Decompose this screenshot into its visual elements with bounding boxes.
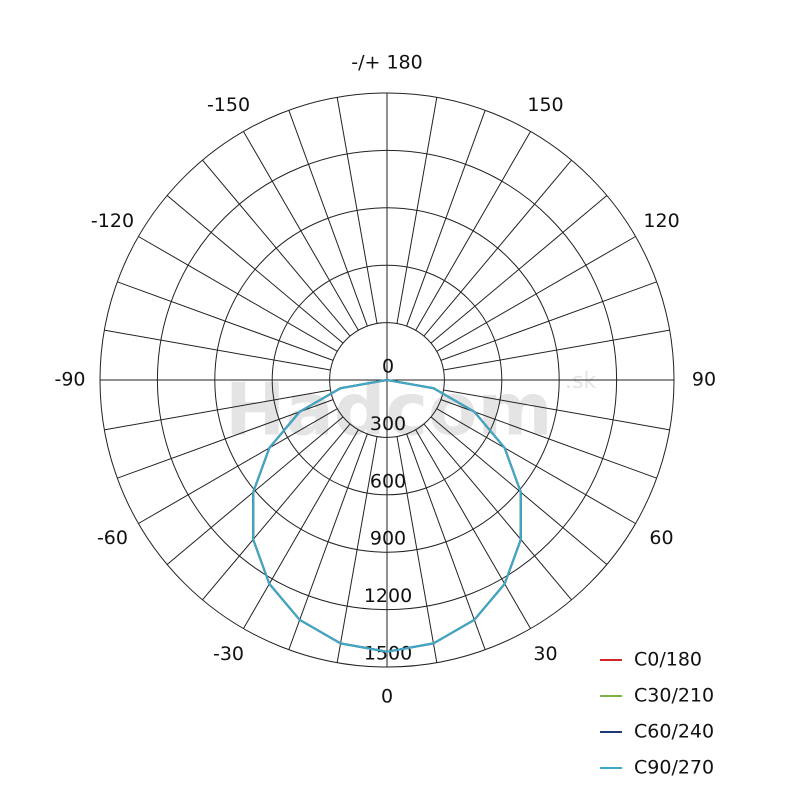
grid-spoke	[288, 110, 368, 327]
grid-spoke	[440, 281, 657, 361]
theta-tick-label: 120	[643, 210, 679, 232]
theta-tick-label: -30	[213, 643, 244, 665]
grid-spoke	[104, 389, 331, 431]
series-line	[252, 379, 522, 653]
theta-tick-label: -150	[207, 94, 250, 116]
theta-tick-label: -60	[97, 527, 128, 549]
theta-tick-label: 150	[527, 94, 563, 116]
grid-spoke	[202, 423, 351, 601]
grid-spoke	[202, 159, 351, 337]
grid-spoke	[436, 236, 636, 352]
grid-spoke	[166, 416, 344, 565]
theta-tick-label: -120	[91, 210, 134, 232]
grid-spoke	[117, 399, 334, 479]
r-tick-label: 1500	[364, 643, 412, 665]
grid-spoke	[415, 131, 531, 331]
grid-spoke	[443, 389, 670, 431]
grid-spoke	[243, 131, 359, 331]
grid-spoke	[423, 423, 572, 601]
legend-label: C0/180	[634, 649, 702, 671]
grid-spoke	[440, 399, 657, 479]
r-tick-label: 1200	[364, 585, 412, 607]
grid-spoke	[436, 408, 636, 524]
grid-spoke	[406, 433, 486, 650]
grid-spoke	[243, 429, 359, 629]
theta-tick-label: 60	[649, 527, 673, 549]
grid-spoke	[104, 329, 331, 371]
theta-tick-label: 30	[533, 643, 557, 665]
legend-label: C60/240	[634, 721, 714, 743]
grid-spoke	[117, 281, 334, 361]
grid-spoke	[396, 97, 438, 324]
r-tick-label: 900	[370, 528, 406, 550]
grid-spoke	[423, 159, 572, 337]
grid-spoke	[288, 433, 368, 650]
r-tick-label: 600	[370, 470, 406, 492]
grid-spoke	[166, 195, 344, 344]
legend-label: C30/210	[634, 685, 714, 707]
grid-spoke	[430, 195, 608, 344]
grid-spoke	[443, 329, 670, 371]
grid-spoke	[336, 436, 378, 663]
theta-tick-label: -90	[54, 369, 85, 391]
watermark-suffix: .sk	[565, 369, 596, 394]
theta-tick-label: 0	[381, 686, 393, 708]
r-tick-label: 0	[382, 356, 394, 378]
grid-spoke	[430, 416, 608, 565]
theta-tick-label: 90	[692, 369, 716, 391]
grid-spoke	[396, 436, 438, 663]
legend-label: C90/270	[634, 757, 714, 779]
grid-spoke	[138, 408, 338, 524]
r-tick-label: 300	[370, 413, 406, 435]
grid-spoke	[415, 429, 531, 629]
grid-spoke	[138, 236, 338, 352]
theta-tick-label: -/+ 180	[351, 52, 422, 74]
grid-spoke	[406, 110, 486, 327]
grid-spoke	[336, 97, 378, 324]
